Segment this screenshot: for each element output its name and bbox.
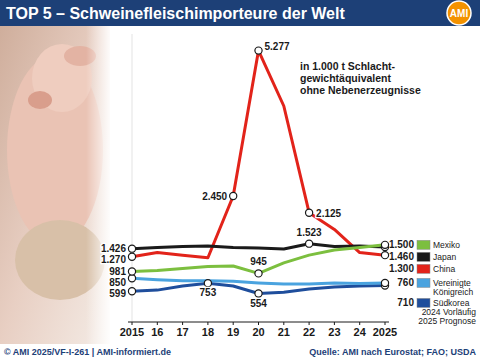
legend-label: China	[433, 264, 455, 274]
data-label: 1.300	[389, 263, 414, 274]
plot-area	[128, 47, 388, 297]
x-tick-label: 21	[278, 326, 290, 338]
series-line	[132, 278, 385, 284]
point-marker	[381, 241, 388, 248]
data-label: 2.450	[202, 191, 227, 202]
x-tick	[182, 322, 183, 325]
data-label: 981	[109, 266, 126, 277]
point-marker	[204, 280, 211, 287]
data-label: 945	[250, 256, 267, 267]
x-tick-label: 20	[252, 326, 264, 338]
header-band	[0, 0, 480, 26]
x-tick	[157, 322, 158, 325]
logo-text: AMI	[450, 8, 469, 19]
legend-label: VereinigteKönigreich	[433, 278, 473, 298]
data-label: 554	[250, 298, 267, 309]
series-line	[132, 51, 385, 258]
logo	[447, 1, 471, 25]
background	[0, 0, 480, 360]
pig-snout	[28, 91, 52, 109]
subtitle: in 1.000 t Schlacht-	[300, 60, 396, 72]
x-tick-label: 17	[176, 326, 188, 338]
x-tick	[334, 322, 335, 325]
note: 2025 Prognose	[418, 316, 476, 326]
point-marker	[128, 288, 135, 295]
data-label: 1.460	[389, 251, 414, 262]
source: Quelle: AMI nach Eurostat; FAO; USDA	[309, 347, 476, 357]
legend-key	[417, 252, 430, 261]
x-tick-label: 2015	[120, 326, 144, 338]
legend-label-line: Mexiko	[433, 240, 460, 250]
x-tick	[385, 322, 386, 325]
legend-label: Japan	[433, 252, 456, 262]
point-marker	[381, 279, 388, 286]
x-tick	[207, 322, 208, 325]
x-tick-label: 19	[227, 326, 239, 338]
data-label: 1.523	[297, 227, 322, 238]
x-tick-label: 16	[151, 326, 163, 338]
point-marker	[128, 245, 135, 252]
copyright: © AMI 2025/VF-I-261 | AMI-informiert.de	[4, 347, 171, 357]
x-tick	[283, 322, 284, 325]
data-label: 760	[397, 277, 414, 288]
data-label: 710	[397, 297, 414, 308]
legend-label-line: China	[433, 264, 455, 274]
point-marker	[255, 47, 262, 54]
subtitle: ohne Nebenerzeugnisse	[300, 84, 421, 96]
data-labels: 945 1.523 2.450 5.277 2.125 753 554 1.4261.2709…	[101, 41, 414, 309]
legend-key	[417, 278, 430, 287]
x-tick-label: 23	[328, 326, 340, 338]
x-tick-label: 2025	[373, 326, 397, 338]
photo-fade	[86, 26, 112, 344]
x-tick	[359, 322, 360, 325]
x-tick	[233, 322, 234, 325]
data-label: 1.270	[101, 254, 126, 265]
legend-label-line: Königreich	[433, 287, 473, 297]
point-marker	[128, 268, 135, 275]
series-line	[132, 245, 385, 274]
data-label: 5.277	[265, 41, 290, 52]
subtitle: gewichtäquivalent	[300, 72, 392, 84]
legend: MexikoJapanChinaVereinigteKönigreichSüdk…	[417, 240, 473, 308]
point-marker	[306, 209, 313, 216]
note: 2024 Vorläufig	[422, 307, 477, 317]
data-label: 850	[109, 277, 126, 288]
data-label: 599	[109, 288, 126, 299]
point-marker	[230, 192, 237, 199]
x-tick-label: 18	[202, 326, 214, 338]
title: TOP 5 – Schweinefleischimporteure der We…	[6, 5, 345, 22]
data-label: 2.125	[316, 208, 341, 219]
point-marker	[128, 253, 135, 260]
x-tick-label: 22	[303, 326, 315, 338]
point-marker	[255, 290, 262, 297]
data-label: 753	[200, 287, 217, 298]
x-tick	[132, 322, 133, 325]
legend-key	[417, 240, 430, 249]
x-tick	[309, 322, 310, 325]
legend-label: Mexiko	[433, 240, 460, 250]
x-tick-label: 24	[354, 326, 367, 338]
legend-key	[417, 264, 430, 273]
point-marker	[255, 270, 262, 277]
data-label: 1.500	[389, 239, 414, 250]
legend-label-line: Vereinigte	[433, 278, 471, 288]
chart: TOP 5 – Schweinefleischimporteure der We…	[0, 0, 480, 360]
point-marker	[128, 275, 135, 282]
legend-label-line: Japan	[433, 252, 456, 262]
point-marker	[381, 252, 388, 259]
point-marker	[306, 240, 313, 247]
photo	[0, 26, 112, 344]
x-tick	[258, 322, 259, 325]
data-label: 1.426	[101, 243, 126, 254]
